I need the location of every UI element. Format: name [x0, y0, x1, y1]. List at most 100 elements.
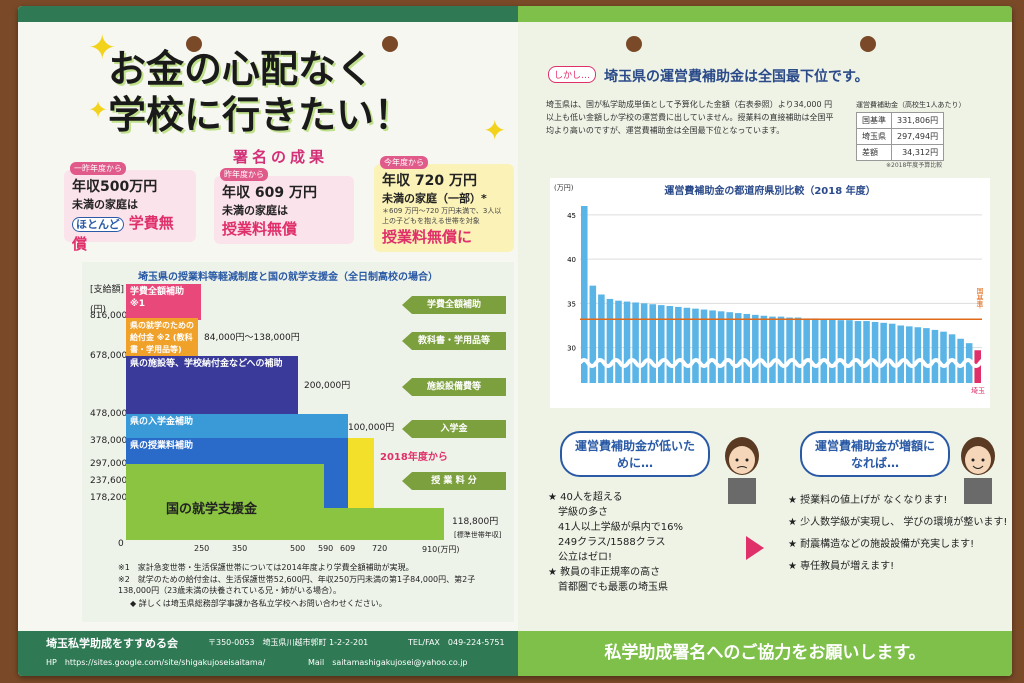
title-line-2: 学校に行きたい！: [108, 92, 413, 137]
list-item: ★ 耐震構造などの施設設備が充実します!: [788, 539, 975, 550]
bar: [760, 315, 768, 383]
flyer: ✦ ✦ ✦ お金の心配なく 学校に行きたい！ 署名の成果 一昨年度から 年収50…: [18, 6, 1012, 676]
bar: [623, 301, 631, 383]
bar: [931, 329, 939, 383]
y-tick: 297,000: [90, 459, 128, 469]
bar: [666, 306, 674, 383]
y-tick: 35: [567, 300, 576, 308]
y-tick: 378,000: [90, 436, 128, 446]
bar: [675, 306, 682, 383]
table-cell: 34,312円: [890, 144, 945, 161]
bar: [589, 285, 597, 383]
footnote: ※2 就学のための給付金は、生活保護世帯52,600円、年収250万円未満の第1…: [118, 575, 476, 595]
arrow-tuition: 授 業 料 分: [402, 472, 506, 490]
box-result: 授業料無償: [222, 220, 298, 238]
y-unit-label: [支給額]: [90, 285, 125, 295]
bar: [829, 319, 836, 383]
org-homepage-link[interactable]: HP https://sites.google.com/site/shigaku…: [46, 658, 266, 667]
box-condition: 未満の家庭は: [222, 204, 288, 217]
axis-break: [578, 358, 990, 368]
y-tick: 478,000: [90, 409, 128, 419]
main-title: お金の心配なく 学校に行きたい！: [108, 46, 412, 138]
punch-hole: [626, 36, 642, 52]
arrow-facility: 施設設備費等: [402, 378, 506, 396]
segment-admission-amount: 100,000円: [348, 423, 395, 433]
support-chart-title: 埼玉県の授業料等軽減制度と国の就学支援金（全日制高校の場合）: [138, 272, 438, 283]
segment-facility-amount: 200,000円: [304, 381, 351, 391]
right-heading: 埼玉県の運営費補助金は全国最下位です。: [604, 69, 869, 85]
table-cell: 差額: [856, 144, 892, 161]
x-tick: 910(万円): [422, 545, 460, 554]
box-note: ＊609 万円〜720 万円未満で、3人以上の子どもを抱える世帯を対象: [382, 207, 502, 225]
segment-facility: 県の施設等、学校納付金などへの補助: [126, 356, 298, 414]
x-tick: 590: [318, 544, 334, 553]
arrow-full-tuition: 学費全額補助: [402, 296, 506, 314]
segment-scholarship-range: 84,000円〜138,000円: [204, 333, 300, 343]
worried-student-icon: [725, 437, 759, 504]
table-cell: 297,494円: [890, 128, 945, 145]
happy-student-icon: [961, 437, 995, 504]
reference-label: 国基準: [976, 287, 984, 309]
achievement-box: 昨年度から 年収 609 万円 未満の家庭は 授業料無償: [214, 168, 354, 244]
bubble-increase: 運営費補助金が増額になれば…: [800, 431, 950, 477]
footnote: ※1 家計急変世帯・生活保護世帯については2014年度より学費全額補助が実現。: [118, 563, 414, 572]
bar: [820, 319, 828, 383]
bar: [598, 294, 605, 383]
punch-hole: [382, 36, 398, 52]
box-tag: 一昨年度から: [70, 162, 126, 175]
bar: [649, 304, 656, 383]
bar: [923, 328, 930, 383]
list-item: ★ 授業料の値上げが なくなります!: [788, 495, 948, 506]
chart-title: 運営費補助金の都道府県別比較（2018 年度）: [664, 184, 875, 197]
footnote: ◆ 詳しくは埼玉県総務部学事課か各私立学校へお問い合わせください。: [130, 599, 387, 608]
box-income: 年収500万円: [72, 179, 158, 195]
highlight-label: 埼玉: [971, 386, 985, 395]
list-item: ★ 少人数学級が実現し、 学びの環境が整います!: [788, 517, 1008, 528]
segment-scholarship: 県の就学のための給付金 ※2 (教科書・学用品等): [126, 318, 198, 356]
top-band: [18, 6, 1012, 22]
arrow-admission: 入学金: [402, 420, 506, 438]
problem-list: ★ 40人を超える 学級の多さ 41人以上学級が県内で16% 249クラス/15…: [548, 490, 683, 595]
bar: [871, 321, 879, 383]
segment-national-extra: [324, 508, 444, 540]
bar: [965, 343, 973, 383]
segment-tuition-pref-extra: [324, 438, 348, 508]
footer-left: 埼玉私学助成をすすめる会 〒350-0053 埼玉県川越市郭町 1-2-2-20…: [18, 631, 518, 676]
bar: [752, 314, 759, 383]
y-tick: 237,600: [90, 476, 128, 486]
bar: [854, 321, 862, 383]
bar: [717, 311, 725, 383]
y-tick: 30: [567, 345, 576, 353]
y-tick: 816,000: [90, 311, 128, 321]
star-icon: ✦: [88, 28, 117, 68]
bar: [683, 307, 691, 383]
section-heading: 署名の成果: [233, 148, 329, 166]
list-item: ★ 40人を超える: [548, 492, 623, 503]
y-tick: 40: [567, 256, 576, 264]
table-row: 埼玉県 297,494円: [856, 128, 945, 145]
y-axis-label: (万円): [554, 184, 574, 192]
bar: [632, 302, 639, 383]
list-item: 公立はゼロ!: [548, 552, 613, 563]
bar: [734, 313, 742, 383]
org-email-link[interactable]: Mail saitamashigakujosei@yahoo.co.jp: [308, 658, 468, 667]
bar: [709, 310, 716, 383]
bar: [615, 300, 622, 383]
bar: [640, 303, 648, 383]
bar: [880, 322, 887, 383]
bar: [906, 326, 913, 383]
box-income: 年収 720 万円: [382, 173, 477, 189]
achievement-box: 一昨年度から 年収500万円 未満の家庭は ほとんど 学費無償: [64, 162, 196, 253]
y-tick: 678,000: [90, 351, 128, 361]
bar: [794, 317, 802, 383]
bar: [863, 321, 870, 383]
list-item: 41人以上学級が県内で16%: [548, 522, 683, 533]
subsidy-table: 国基準 331,806円 埼玉県 297,494円 差額 34,312円: [856, 112, 945, 161]
x-tick: 609: [340, 544, 356, 553]
table-cell: 国基準: [856, 112, 892, 129]
org-address: 〒350-0053 埼玉県川越市郭町 1-2-2-201: [208, 638, 369, 647]
box-tag: 今年度から: [380, 156, 428, 169]
box-tag: 昨年度から: [220, 168, 268, 181]
arrow-textbooks: 教科書・学用品等: [402, 332, 506, 350]
